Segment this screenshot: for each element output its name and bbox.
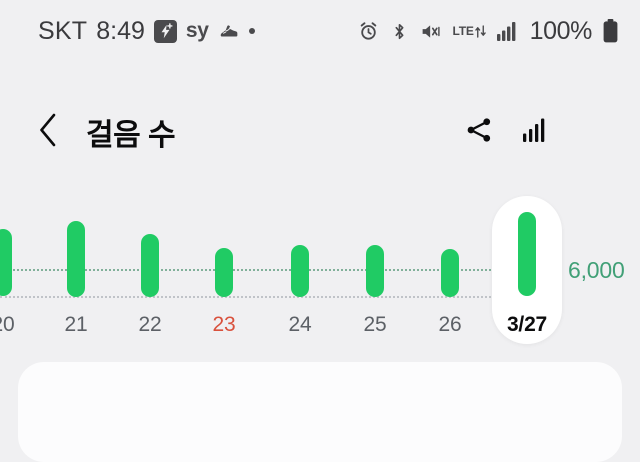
notification-dot-icon: [248, 28, 255, 34]
vpn-key-icon: [153, 19, 177, 43]
bar-20[interactable]: [0, 229, 12, 296]
x-axis-label-25[interactable]: 25: [363, 313, 387, 336]
bar-22[interactable]: [141, 234, 159, 297]
bar-24[interactable]: [291, 245, 309, 297]
x-axis-label-3/27[interactable]: 3/27: [506, 313, 548, 336]
sync-status-label: sy: [185, 19, 209, 42]
sound-mute-icon: [420, 21, 441, 42]
bar-26[interactable]: [441, 249, 459, 297]
x-axis-label-20[interactable]: 20: [0, 313, 15, 336]
bar-25[interactable]: [366, 245, 384, 297]
chart-plot-area: 20 21 22 23 24 25 26 3/27 6,000: [0, 180, 640, 352]
chart-view-button[interactable]: [512, 109, 558, 155]
lte-network-icon: LTE: [452, 24, 486, 38]
goal-value-label: 6,000: [568, 257, 625, 283]
x-axis-label-24[interactable]: 24: [288, 313, 312, 336]
signal-bars-icon: [496, 21, 519, 41]
battery-percent-label: 100%: [529, 16, 593, 45]
page-title: 걸음 수: [86, 119, 176, 152]
bar-3/27[interactable]: [518, 212, 536, 296]
gridline-6000: [0, 269, 491, 271]
gridline-2600: [0, 296, 491, 298]
carrier-label: SKT: [38, 16, 88, 45]
status-bar: SKT 8:49 sy: [0, 0, 640, 62]
x-axis-label-21[interactable]: 21: [64, 313, 88, 336]
data-transfer-arrows-icon: [474, 24, 486, 38]
bar-21[interactable]: [67, 221, 85, 297]
x-axis-label-26[interactable]: 26: [438, 313, 462, 336]
more-options-button[interactable]: [568, 109, 614, 155]
battery-full-icon: [603, 19, 618, 43]
x-axis-label-23[interactable]: 23: [212, 313, 236, 336]
steps-bar-chart[interactable]: 20 21 22 23 24 25 26 3/27 6,000: [0, 180, 640, 352]
detail-card[interactable]: [18, 362, 622, 462]
bluetooth-icon: [390, 21, 409, 42]
share-button[interactable]: [456, 109, 502, 155]
bar-chart-icon: [521, 116, 549, 149]
network-type-label: LTE: [452, 24, 474, 38]
bar-23[interactable]: [215, 248, 233, 297]
x-axis-label-22[interactable]: 22: [138, 313, 162, 336]
back-button[interactable]: [38, 110, 72, 154]
status-bar-clock: 8:49: [96, 16, 145, 45]
alarm-clock-icon: [358, 21, 379, 42]
app-bar: 걸음 수: [0, 96, 640, 168]
share-icon: [464, 115, 494, 150]
running-shoe-icon: [218, 20, 240, 42]
status-bar-right-group: LTE 100%: [358, 17, 618, 46]
status-bar-left-group: SKT 8:49 sy: [38, 17, 255, 46]
back-chevron-icon: [38, 113, 59, 152]
